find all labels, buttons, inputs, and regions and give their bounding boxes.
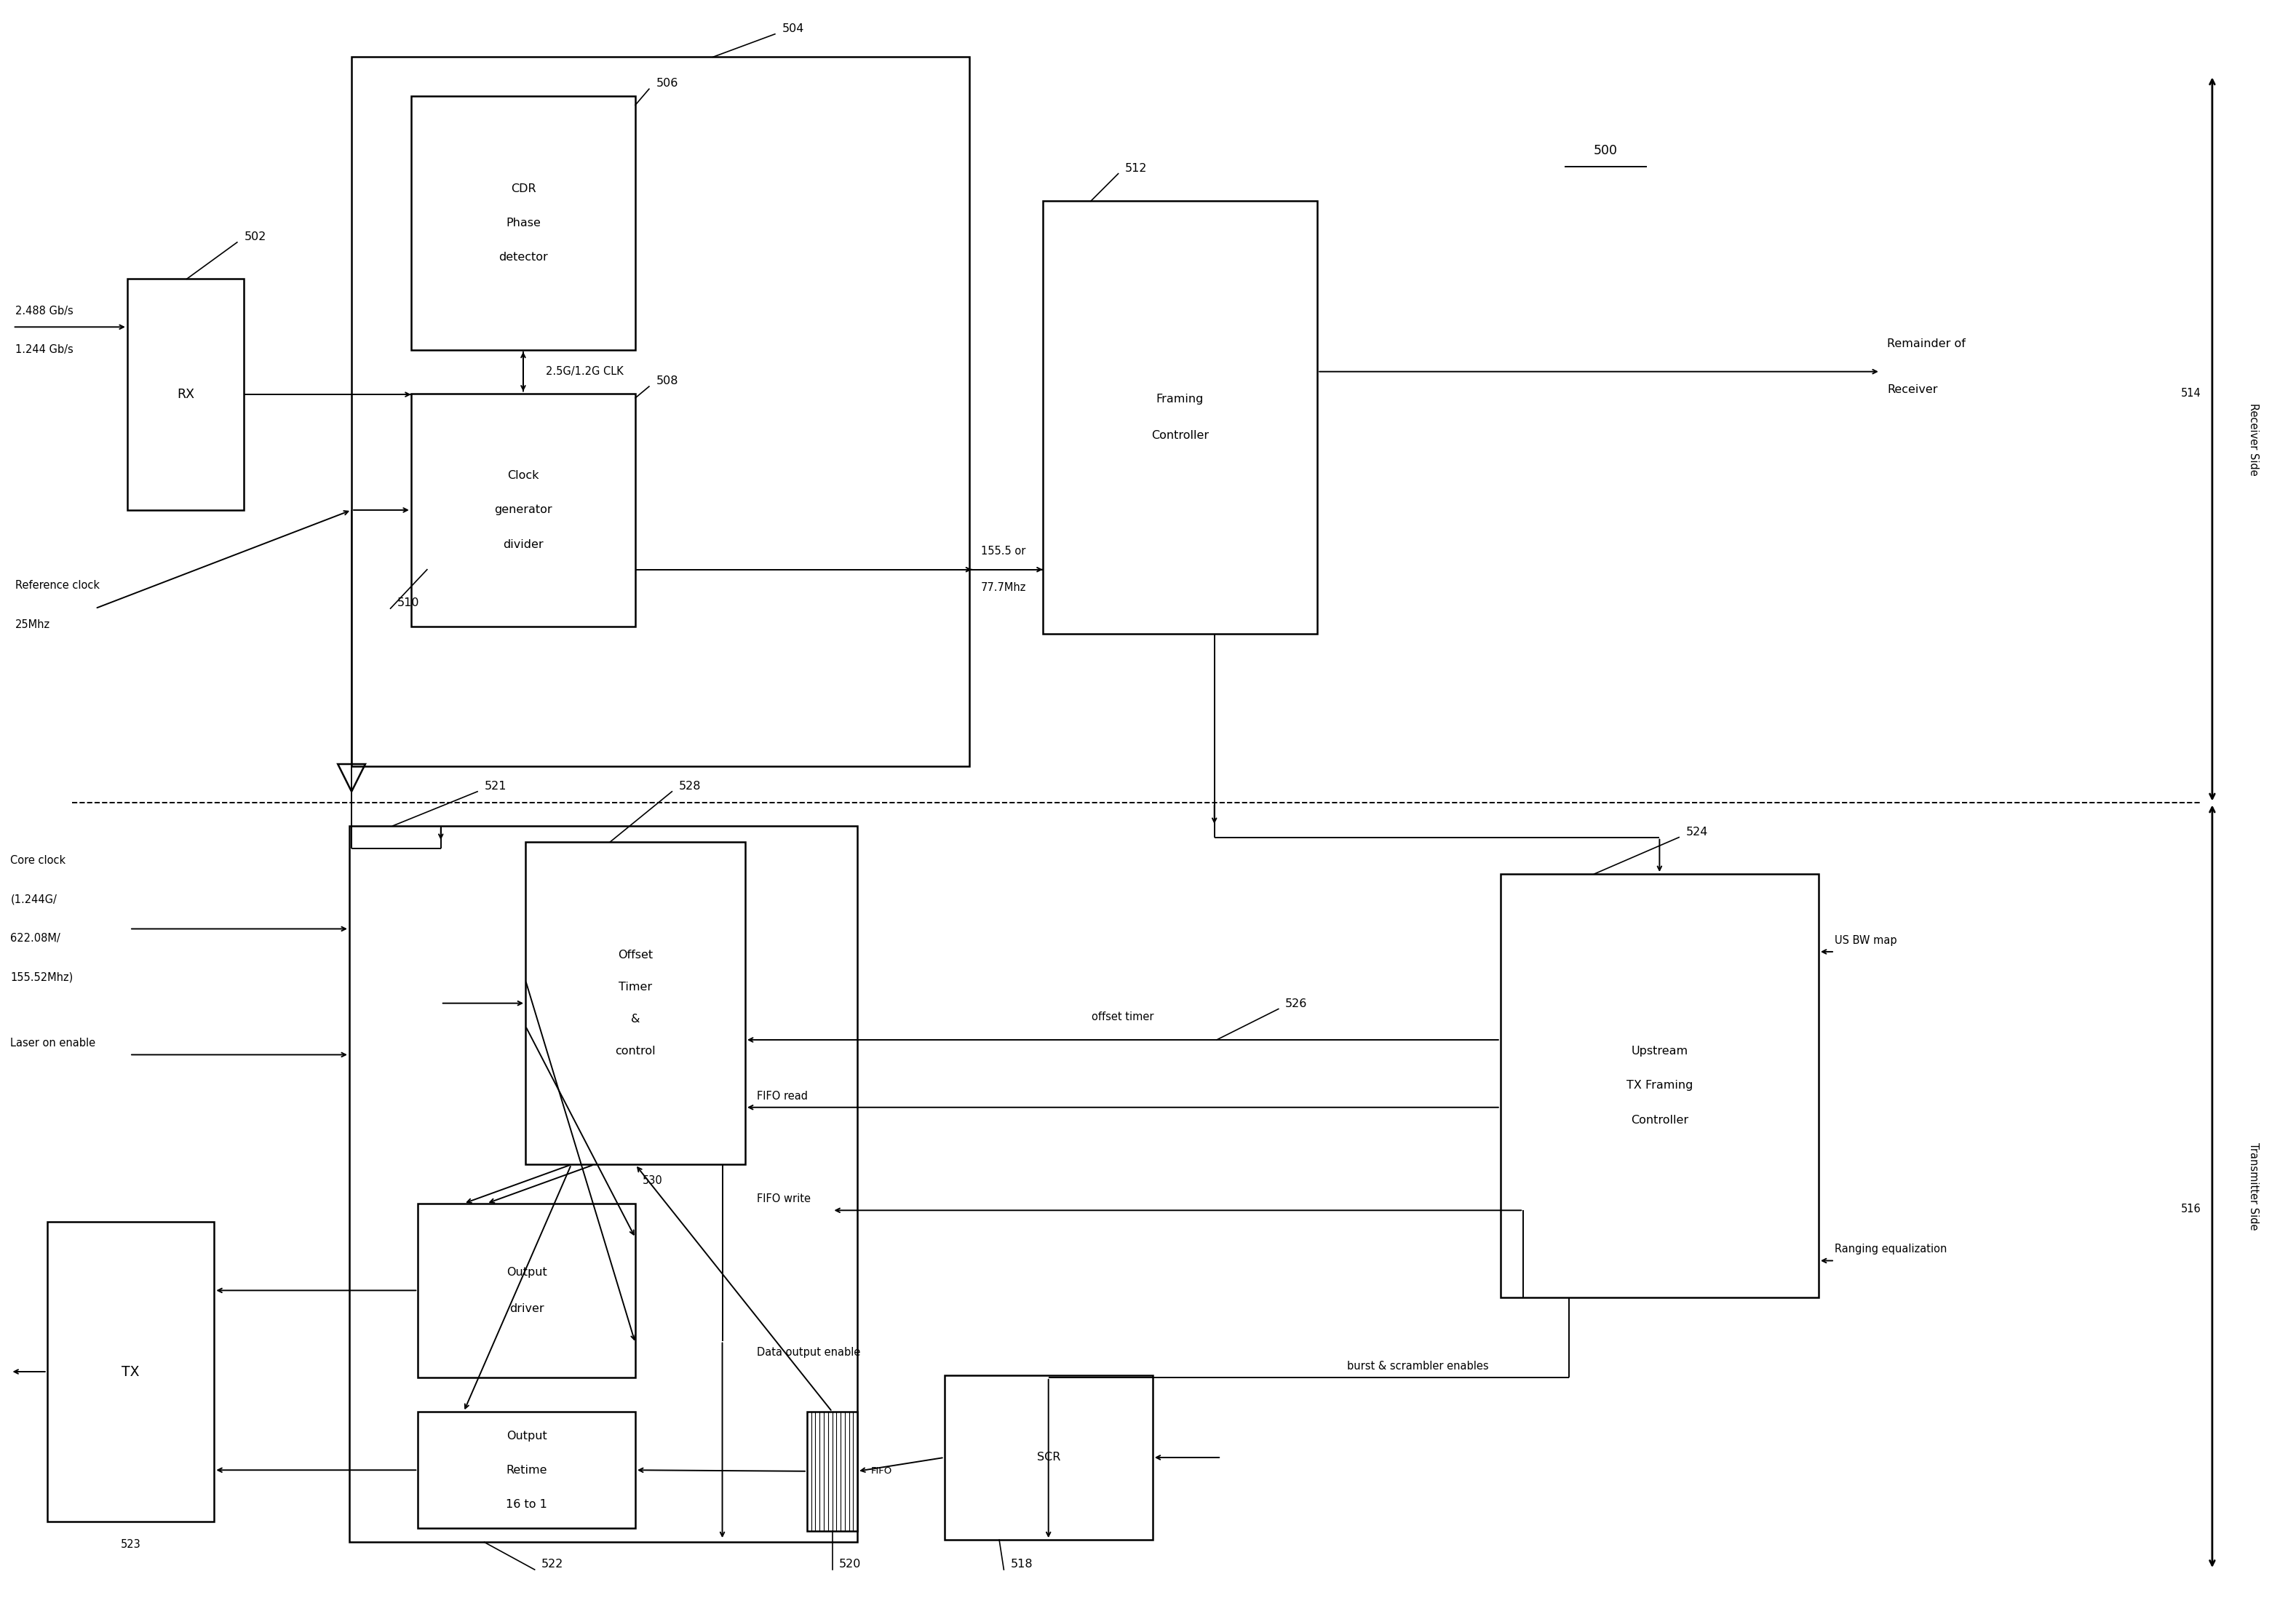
Text: 523: 523 [122,1539,140,1551]
Text: 25Mhz: 25Mhz [16,620,51,629]
Text: Data output enable: Data output enable [758,1346,861,1358]
Text: detector: detector [498,251,549,263]
Text: 2.5G/1.2G CLK: 2.5G/1.2G CLK [546,367,625,376]
Bar [418,1411,636,1528]
Text: Controller: Controller [1630,1114,1688,1126]
Bar [1042,201,1318,634]
Bar [1502,874,1818,1298]
Text: US BW map: US BW map [1835,934,1896,946]
Text: control: control [615,1046,657,1058]
Text: 521: 521 [484,780,507,792]
Bar [349,826,856,1543]
Bar [944,1375,1153,1539]
Text: (1.244G/: (1.244G/ [11,894,57,905]
Text: Offset: Offset [618,950,652,960]
Bar [526,842,746,1165]
Text: SCR: SCR [1038,1452,1061,1463]
Text: 518: 518 [1010,1559,1033,1570]
Text: 77.7Mhz: 77.7Mhz [980,582,1026,594]
Text: 528: 528 [680,780,700,792]
Text: 622.08M/: 622.08M/ [11,933,60,944]
Bar [48,1221,214,1521]
Text: 502: 502 [243,232,266,242]
Text: 524: 524 [1685,826,1708,837]
Text: Core clock: Core clock [11,855,67,866]
Text: Upstream: Upstream [1630,1046,1688,1058]
Text: Receiver Side: Receiver Side [2248,402,2259,475]
Text: burst & scrambler enables: burst & scrambler enables [1348,1361,1490,1372]
Text: Clock: Clock [507,470,540,482]
Bar [411,394,636,626]
Text: Reference clock: Reference clock [16,581,99,590]
Text: 520: 520 [838,1559,861,1570]
Text: Laser on enable: Laser on enable [11,1038,96,1049]
Text: generator: generator [494,504,551,516]
Text: Controller: Controller [1150,430,1208,441]
Bar [806,1411,856,1531]
Text: offset timer: offset timer [1091,1012,1155,1022]
Text: 526: 526 [1286,998,1306,1009]
Text: FIFO write: FIFO write [758,1194,810,1205]
Text: 510: 510 [397,597,420,608]
Text: Phase: Phase [505,217,540,229]
Text: 516: 516 [2181,1204,2202,1215]
Text: TX Framing: TX Framing [1626,1080,1692,1092]
Text: Ranging equalization: Ranging equalization [1835,1244,1947,1255]
Text: 530: 530 [643,1174,664,1186]
Text: Transmitter Side: Transmitter Side [2248,1142,2259,1229]
Text: driver: driver [510,1304,544,1314]
Text: divider: divider [503,539,544,550]
Text: TX: TX [122,1364,140,1379]
Text: 155.52Mhz): 155.52Mhz) [11,972,73,983]
Bar [418,1204,636,1377]
Text: 514: 514 [2181,388,2202,399]
Text: FIFO read: FIFO read [758,1090,808,1101]
Text: 506: 506 [657,78,677,89]
Text: 504: 504 [783,23,804,34]
Bar [411,96,636,350]
Text: Framing: Framing [1157,394,1203,404]
Text: Output: Output [507,1431,546,1442]
Bar [126,279,243,509]
Text: FIFO: FIFO [870,1466,893,1476]
Text: &: & [631,1014,641,1025]
Text: RX: RX [177,388,195,401]
Text: 16 to 1: 16 to 1 [505,1499,546,1510]
Bar [351,57,969,766]
Text: Receiver: Receiver [1887,384,1938,396]
Text: Output: Output [507,1267,546,1278]
Text: Remainder of: Remainder of [1887,339,1965,350]
Text: 2.488 Gb/s: 2.488 Gb/s [16,305,73,316]
Text: Timer: Timer [618,981,652,993]
Text: CDR: CDR [510,183,535,195]
Text: 1.244 Gb/s: 1.244 Gb/s [16,344,73,355]
Text: 512: 512 [1125,162,1148,174]
Text: 155.5 or: 155.5 or [980,545,1026,556]
Text: 500: 500 [1593,144,1619,157]
Text: 508: 508 [657,376,677,386]
Text: 522: 522 [542,1559,563,1570]
Text: Retime: Retime [505,1465,546,1476]
